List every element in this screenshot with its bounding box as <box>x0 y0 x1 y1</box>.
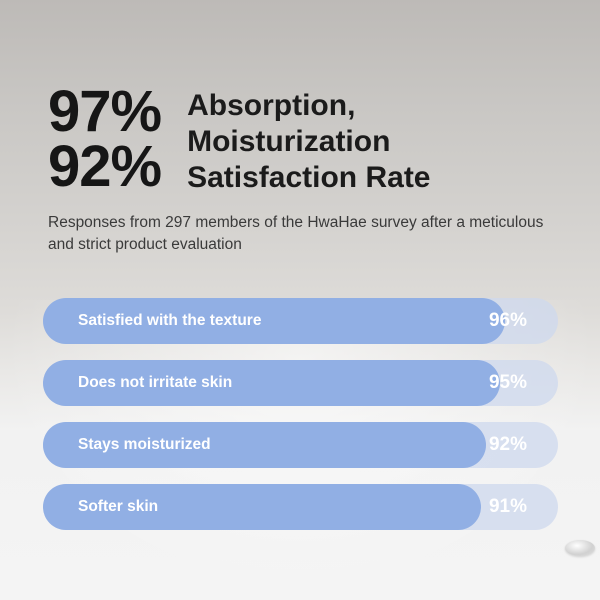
bar-label: Satisfied with the texture <box>78 312 262 329</box>
big-stats: 97% 92% <box>48 79 162 199</box>
title-line-2: Moisturization <box>187 125 391 158</box>
bar-label: Softer skin <box>78 498 159 515</box>
bar-moisture: Stays moisturized 92% <box>43 422 558 468</box>
bar-texture: Satisfied with the texture 96% <box>43 298 558 344</box>
bar-fill <box>43 298 505 344</box>
bar-value: 95% <box>488 372 527 393</box>
title-line-3: Satisfaction Rate <box>187 161 431 194</box>
bar-value: 92% <box>488 434 527 455</box>
bar-value: 96% <box>488 310 527 331</box>
bar-value: 91% <box>488 496 527 517</box>
moisturization-stat: 92% <box>48 134 162 199</box>
title-line-1: Absorption, <box>187 89 356 122</box>
survey-subtitle: Responses from 297 members of the HwaHae… <box>48 214 544 253</box>
water-droplet-image <box>565 540 595 556</box>
bar-fill <box>43 484 481 530</box>
bar-fill <box>43 422 486 468</box>
bar-label: Stays moisturized <box>78 436 211 453</box>
bar-label: Does not irritate skin <box>78 374 233 391</box>
satisfaction-bars: Satisfied with the texture 96% Does not … <box>43 298 558 546</box>
bar-irritation: Does not irritate skin 95% <box>43 360 558 406</box>
absorption-stat: 97% <box>48 79 162 144</box>
headline: 97% 92% Absorption, Moisturization Satis… <box>48 79 588 199</box>
bar-softer-skin: Softer skin 91% <box>43 484 558 530</box>
bar-fill <box>43 360 500 406</box>
headline-title: Absorption, Moisturization Satisfaction … <box>187 88 430 196</box>
